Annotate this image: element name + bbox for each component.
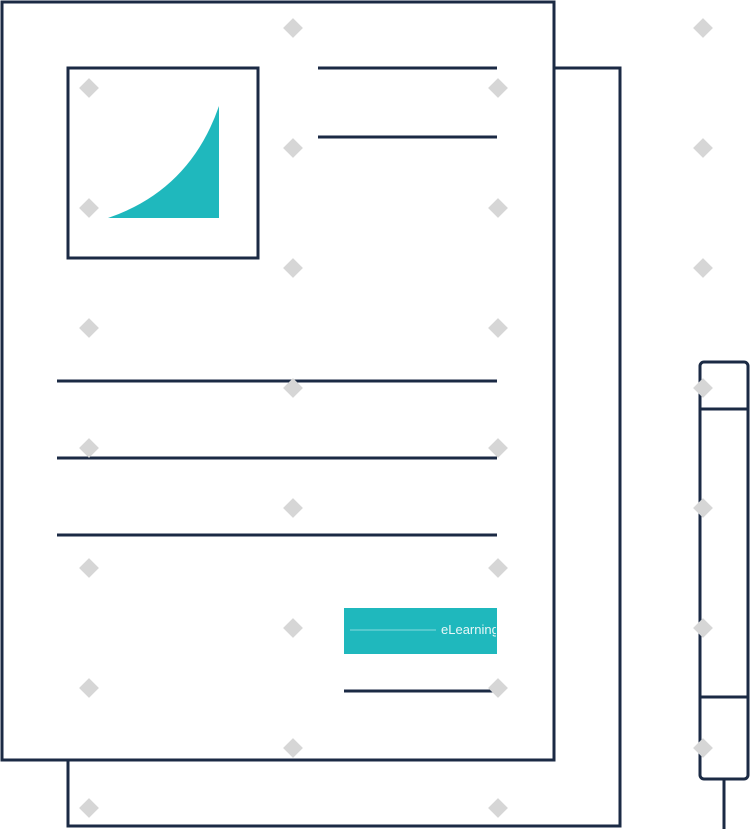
watermark-diamond — [79, 198, 99, 218]
watermark-diamond — [79, 438, 99, 458]
watermark-diamond — [693, 18, 713, 38]
pen-body — [698, 360, 750, 781]
watermark-diamond — [488, 678, 508, 698]
watermark-text: eLearning — [441, 622, 496, 637]
pen-icon — [698, 360, 750, 829]
watermark-diamond — [79, 78, 99, 98]
watermark-diamond — [283, 618, 303, 638]
watermark-diamond — [488, 438, 508, 458]
watermark-diamond — [283, 258, 303, 278]
watermark-diamond — [283, 18, 303, 38]
watermark-diamond — [488, 318, 508, 338]
watermark-diamond — [693, 378, 713, 398]
watermark-diamond — [693, 258, 713, 278]
watermark-diamond — [693, 138, 713, 158]
chart-icon — [66, 66, 260, 260]
watermark-diamond — [693, 498, 713, 518]
watermark-diamond — [488, 798, 508, 818]
watermark-diamond — [79, 318, 99, 338]
chart-curve-fill — [108, 106, 219, 218]
teal-block — [344, 608, 497, 654]
watermark-diamond — [283, 138, 303, 158]
watermark-diamond — [283, 378, 303, 398]
watermark-diamond — [693, 618, 713, 638]
watermark-diamond — [488, 198, 508, 218]
watermark-diamond — [488, 558, 508, 578]
watermark-diamond — [283, 498, 303, 518]
watermark-diamond — [488, 78, 508, 98]
watermark-diamond — [283, 738, 303, 758]
watermark-diamond — [693, 738, 713, 758]
chart-frame — [66, 66, 260, 260]
